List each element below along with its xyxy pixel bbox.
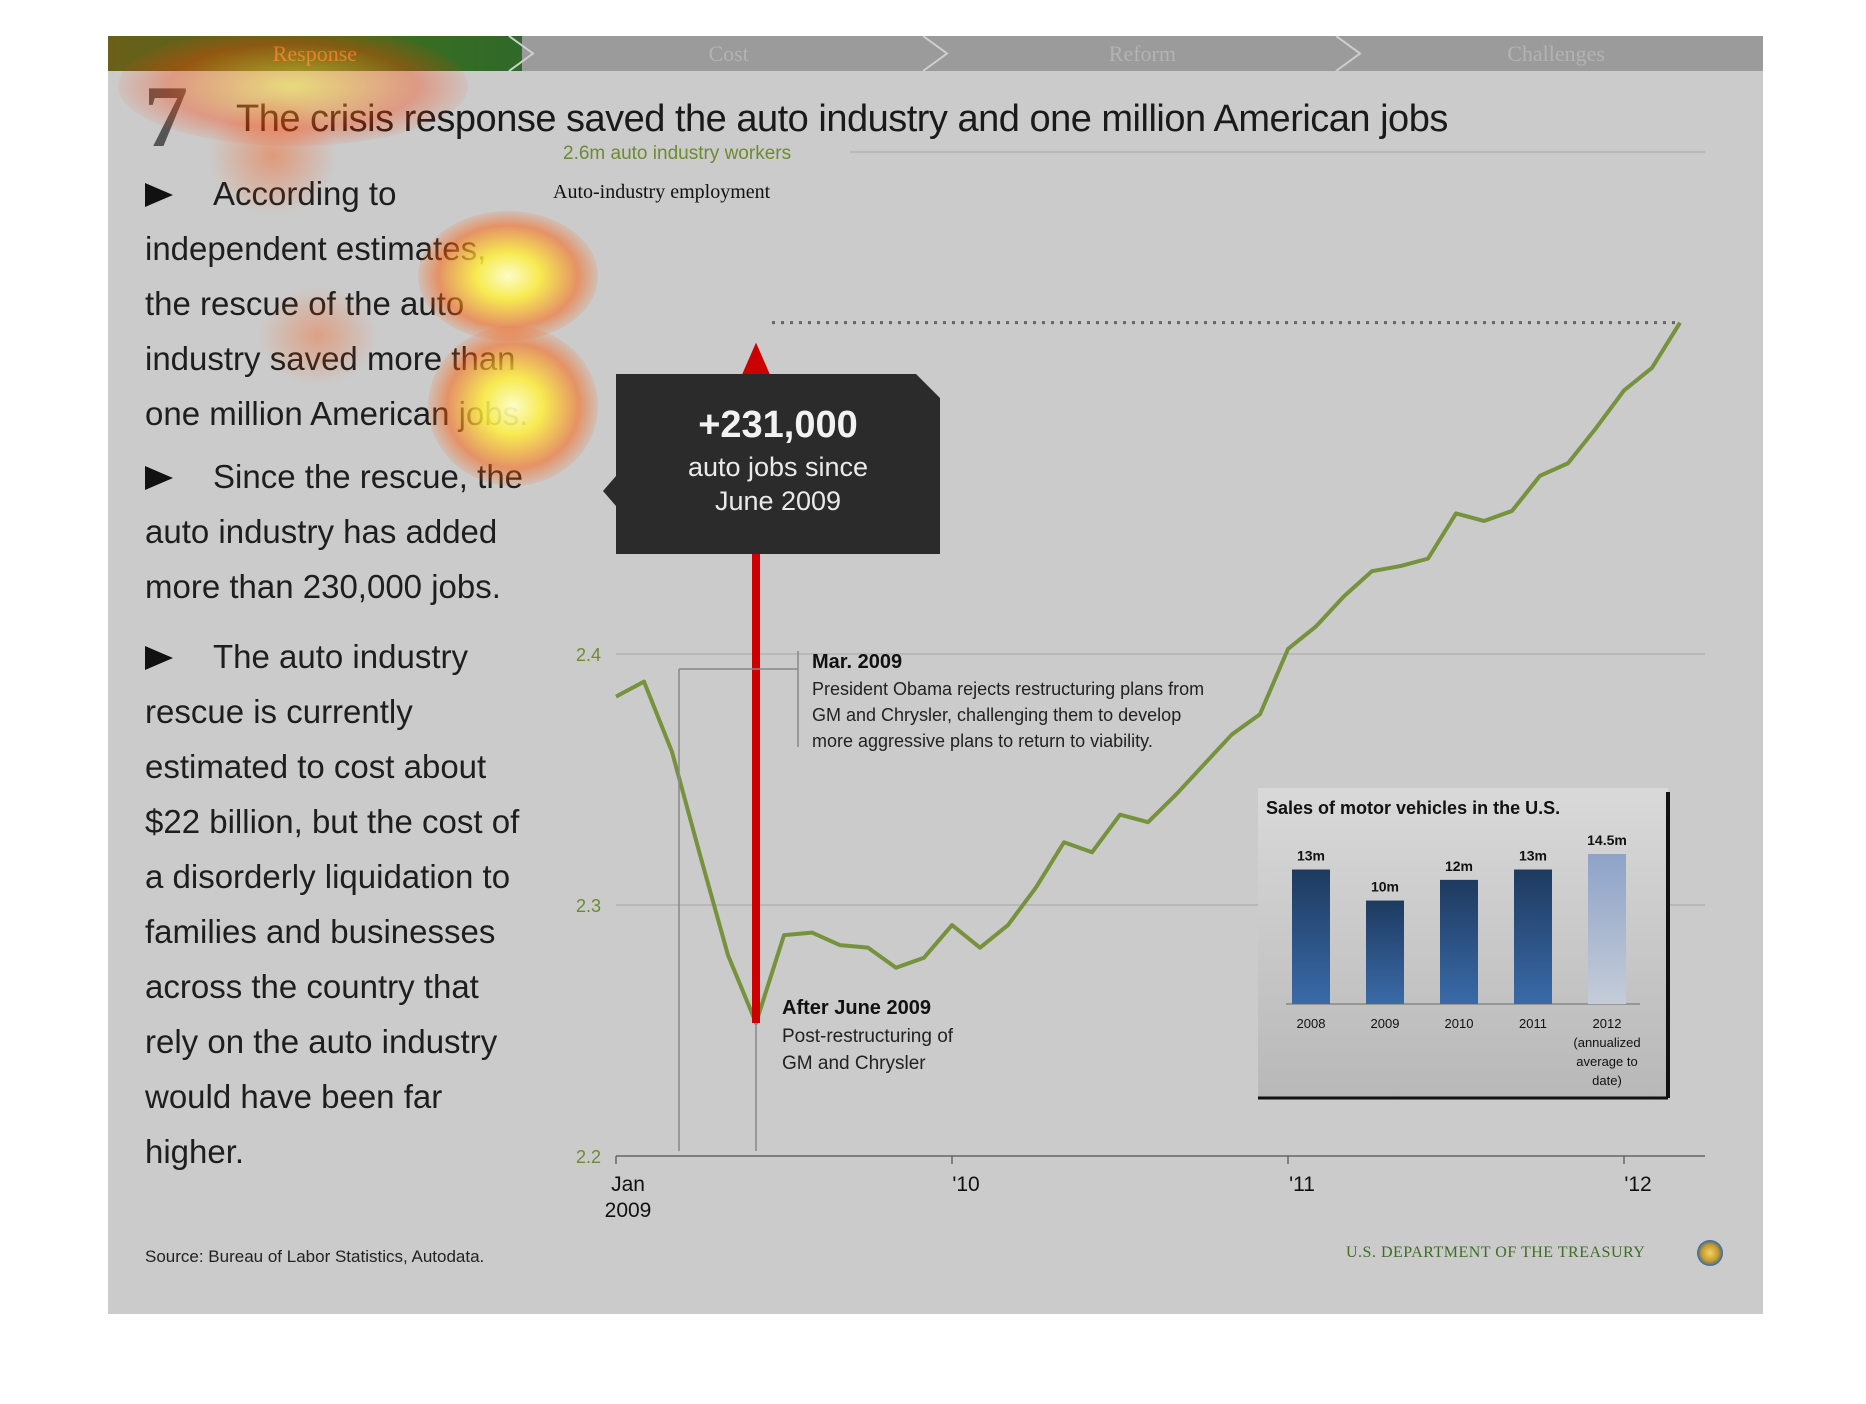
x-tick-label: '12: [1624, 1173, 1651, 1196]
chart-title: Auto-industry employment: [553, 181, 771, 203]
y-tick-label: 2.2: [576, 1147, 601, 1167]
annotation-title: Mar. 2009: [812, 651, 902, 673]
inset-category-label: 2009: [1371, 1016, 1400, 1031]
inset-bar-label: 12m: [1445, 858, 1473, 874]
tab-cost[interactable]: Cost: [708, 41, 749, 66]
reference-label: 2.6m auto industry workers: [563, 143, 791, 164]
x-tick-label: Jan 2009: [605, 1173, 652, 1222]
annotation-text: President Obama rejects restructuring pl…: [812, 679, 1204, 751]
y-tick-label: 2.4: [576, 645, 601, 665]
inset-bar: [1292, 869, 1330, 1004]
tab-reform[interactable]: Reform: [1108, 41, 1176, 66]
inset-category-label: 2008: [1297, 1016, 1326, 1031]
source-note: Source: Bureau of Labor Statistics, Auto…: [145, 1247, 485, 1266]
chevron-right-icon: [508, 36, 535, 71]
inset-bar: [1588, 854, 1626, 1004]
inset-bar-label: 14.5m: [1587, 832, 1627, 848]
inset-category-label: 2012 (annualized average to date): [1573, 1016, 1640, 1088]
inset-chart-title: Sales of motor vehicles in the U.S.: [1266, 798, 1560, 818]
x-tick-label: '11: [1289, 1173, 1315, 1196]
inset-category-label: 2010: [1445, 1016, 1474, 1031]
callout-value: +231,000: [698, 404, 858, 446]
x-tick-label: '10: [952, 1173, 979, 1196]
inset-bar: [1366, 900, 1404, 1004]
bullet-text: The auto industry rescue is currently es…: [145, 638, 520, 1170]
callout-box: [603, 374, 940, 554]
triangle-bullet-icon: [145, 183, 173, 207]
inset-bar-label: 10m: [1371, 879, 1399, 895]
chevron-right-icon: [921, 36, 949, 71]
inset-bar: [1514, 869, 1552, 1004]
annotation-text: Post-restructuring of GM and Chrysler: [782, 1026, 954, 1074]
inset-bar-label: 13m: [1297, 848, 1325, 864]
treasury-seal-icon: [1697, 1240, 1723, 1266]
agency-name: U.S. DEPARTMENT OF THE TREASURY: [1346, 1244, 1646, 1261]
inset-bar-label: 13m: [1519, 848, 1547, 864]
y-tick-label: 2.3: [576, 896, 601, 916]
annotation-title: After June 2009: [782, 997, 931, 1019]
inset-category-label: 2011: [1519, 1016, 1547, 1031]
inset-bar: [1440, 879, 1478, 1004]
employment-series-line: [615, 321, 1682, 1025]
tab-challenges[interactable]: Challenges: [1507, 41, 1605, 66]
growth-arrow-head: [742, 342, 770, 375]
triangle-bullet-icon: [145, 466, 173, 490]
chevron-right-icon: [1335, 36, 1362, 71]
triangle-bullet-icon: [145, 646, 173, 670]
slide: Response Cost Reform Challenges 7 The crisi…: [108, 36, 1763, 1314]
chart-area: Auto-industry employment 2.2 2.3 2.4 2.6m au…: [553, 143, 1705, 1222]
callout-text: auto jobs since June 2009: [688, 452, 868, 516]
bullet-point: The auto industry rescue is currently es…: [145, 629, 535, 1179]
